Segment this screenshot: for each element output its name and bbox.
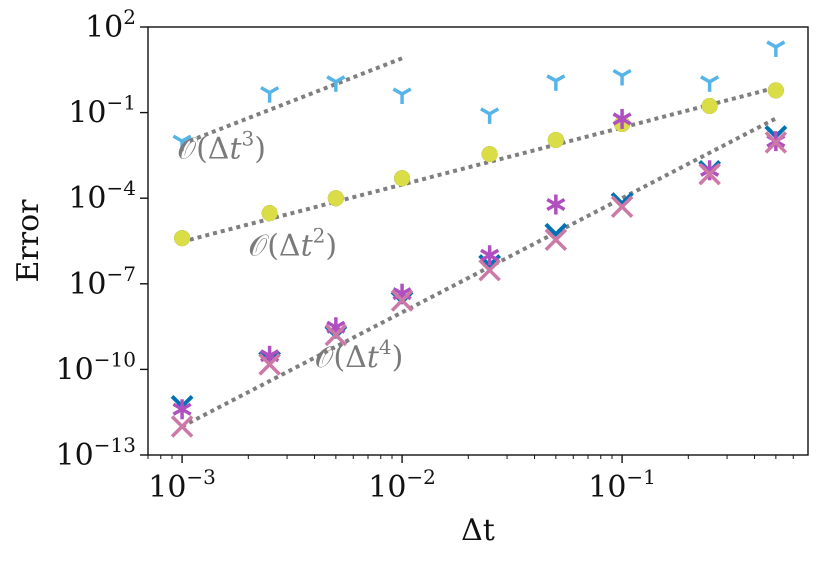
method-d-point: [547, 131, 564, 148]
annotation-order-2: 𝒪(Δt2): [248, 223, 337, 263]
method-g-point: [170, 415, 194, 438]
method-d-point: [394, 170, 411, 187]
reference-lines: [181, 56, 777, 429]
method-a-point: [700, 75, 720, 92]
axis-labels: Δt Error: [11, 199, 495, 548]
x-tick-label: 10−2: [368, 465, 436, 505]
y-tick-label: 10−10: [56, 347, 136, 387]
annotation-order-4: 𝒪(Δt4): [315, 335, 404, 375]
method-a-point: [480, 107, 500, 124]
method-f-point: [612, 108, 632, 129]
method-f-point: [172, 399, 192, 420]
method-g-point: [478, 258, 501, 282]
method-d-point: [174, 230, 191, 247]
ref-line-order-2: [181, 85, 777, 244]
method-d-point: [261, 205, 278, 222]
method-d-point: [701, 98, 718, 115]
method-g-point: [390, 289, 414, 312]
method-g-point: [610, 195, 634, 219]
method-e-point: [544, 222, 568, 238]
y-tick-label: 102: [85, 5, 136, 45]
method-a-point: [326, 75, 346, 92]
data-markers: [170, 40, 788, 438]
y-tick-label: 10−7: [68, 262, 136, 302]
method-a-point: [260, 86, 280, 103]
method-d-point: [767, 82, 784, 99]
method-g-point: [258, 353, 281, 376]
method-a-point: [612, 68, 632, 86]
annotation-order-3: 𝒪(Δt3): [177, 126, 266, 166]
method-d-point: [481, 146, 498, 163]
y-tick-label: 10−1: [68, 91, 136, 131]
method-g-point: [764, 131, 788, 154]
method-a-point: [546, 74, 566, 91]
x-tick-label: 10−3: [148, 465, 216, 505]
y-axis-label: Error: [11, 199, 46, 283]
method-e-point: [610, 192, 634, 207]
method-g-point: [698, 162, 721, 186]
method-f-point: [546, 194, 566, 215]
x-tick-label: 10−1: [588, 465, 656, 505]
method-a-point: [172, 134, 192, 152]
y-tick-label: 10−4: [68, 176, 136, 216]
axis-ticks: 10−3 10−2 10−1 102 10−1 10−4 10−7 10−10 10−13: [56, 5, 794, 505]
method-g-point: [544, 228, 568, 251]
plot-frame: [147, 26, 809, 456]
method-d-point: [327, 190, 344, 207]
method-f-point: [480, 245, 500, 266]
x-axis-label: Δt: [461, 513, 495, 548]
method-g-point: [324, 323, 348, 347]
y-tick-label: 10−13: [56, 433, 136, 473]
method-a-point: [392, 87, 412, 104]
order-annotations: 𝒪(Δt3) 𝒪(Δt2) 𝒪(Δt4): [177, 126, 403, 375]
method-a-point: [766, 40, 786, 57]
